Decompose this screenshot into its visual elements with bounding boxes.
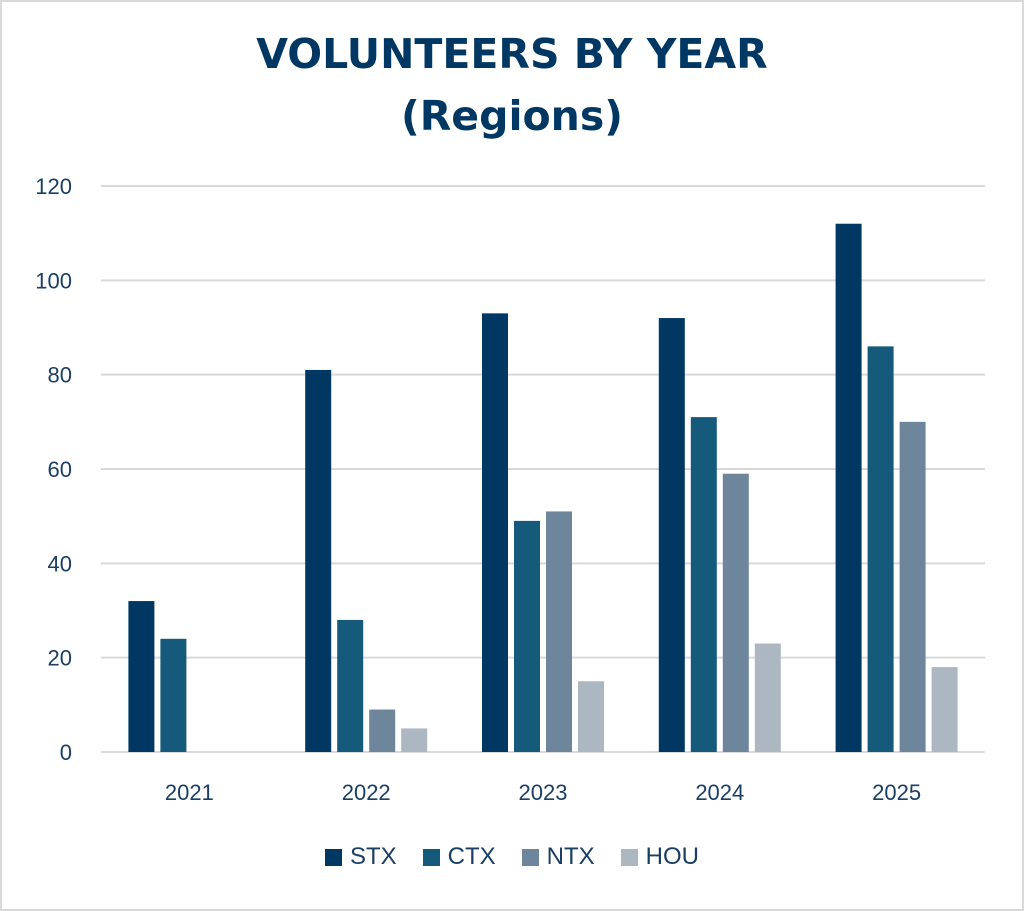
y-tick-label: 60: [48, 457, 72, 482]
bar-stx-2023: [482, 313, 508, 752]
chart-title: VOLUNTEERS BY YEAR: [256, 30, 768, 78]
y-tick-label: 120: [35, 174, 72, 199]
bar-stx-2025: [835, 223, 862, 752]
bar-stx-2024: [658, 318, 685, 752]
bar-hou-2024: [754, 643, 781, 752]
bar-ctx-2023: [514, 520, 540, 752]
x-tick-label: 2023: [519, 780, 568, 805]
y-axis-ticks: 0 20 40 60 80 100 120: [35, 174, 72, 765]
legend: STX CTX NTX HOU: [0, 843, 1024, 871]
bar-ntx-2025: [899, 421, 926, 752]
chart-subtitle: (Regions): [400, 92, 624, 140]
x-tick-label: 2022: [342, 780, 391, 805]
x-tick-label: 2025: [872, 780, 921, 805]
bars: [128, 223, 958, 752]
bar-stx-2021: [128, 601, 155, 752]
legend-item-stx: STX: [324, 843, 397, 871]
legend-swatch: [324, 848, 342, 866]
bar-ntx-2022: [369, 709, 396, 752]
legend-label: STX: [349, 843, 397, 870]
y-tick-label: 80: [48, 363, 72, 388]
bar-hou-2025: [931, 667, 958, 752]
bar-ctx-2024: [690, 417, 717, 752]
bar-ntx-2023: [546, 511, 572, 752]
bar-stx-2022: [305, 369, 332, 752]
legend-item-ctx: CTX: [422, 843, 496, 871]
legend-item-ntx: NTX: [521, 843, 595, 871]
y-tick-label: 20: [48, 646, 72, 671]
x-tick-label: 2021: [165, 780, 214, 805]
bar-ctx-2022: [337, 619, 364, 752]
bar-ctx-2021: [160, 638, 187, 752]
x-tick-label: 2024: [695, 780, 744, 805]
bar-ctx-2025: [867, 346, 894, 752]
x-axis-ticks: 2021 2022 2023 2024 2025: [165, 780, 921, 805]
legend-swatch: [422, 848, 440, 866]
y-tick-label: 100: [35, 268, 72, 293]
bar-hou-2022: [401, 728, 428, 752]
legend-label: NTX: [546, 843, 595, 870]
legend-label: CTX: [447, 843, 496, 870]
y-tick-label: 40: [48, 551, 72, 576]
y-tick-label: 0: [60, 740, 72, 765]
bar-hou-2023: [578, 681, 604, 752]
legend-item-hou: HOU: [620, 843, 700, 871]
legend-swatch: [620, 848, 638, 866]
bar-ntx-2024: [722, 473, 749, 752]
legend-label: HOU: [645, 843, 700, 870]
legend-swatch: [521, 848, 539, 866]
